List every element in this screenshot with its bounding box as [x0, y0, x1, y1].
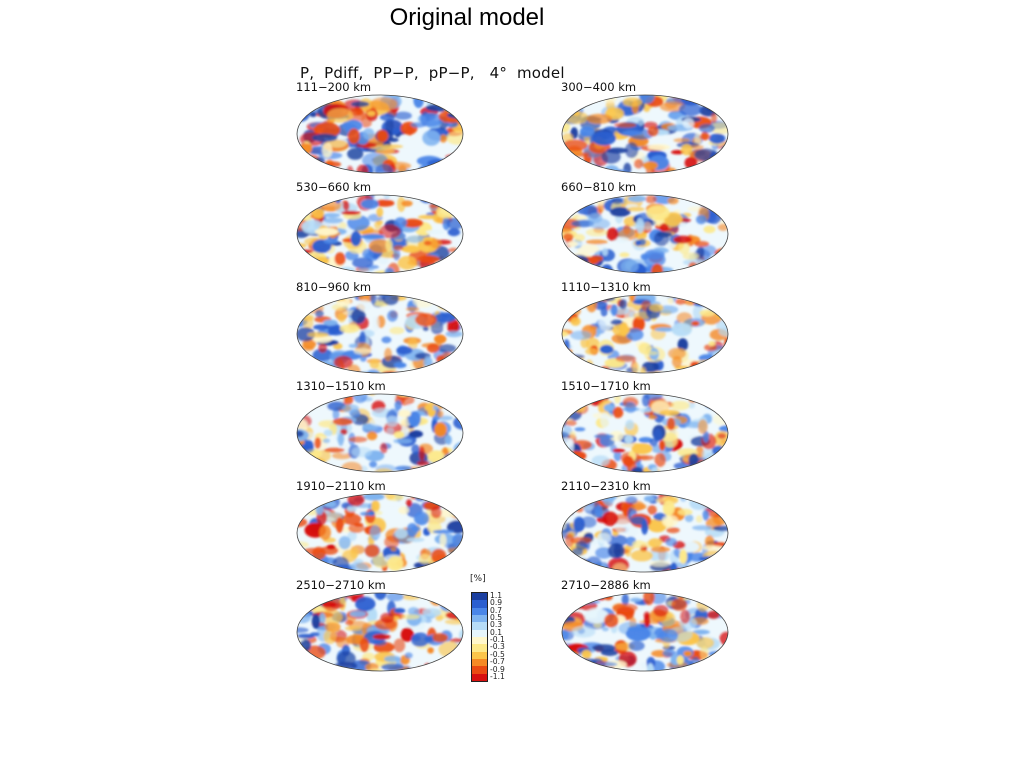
mollweide-map [561, 493, 729, 573]
depth-range-label: 111−200 km [296, 80, 372, 94]
mollweide-map [561, 592, 729, 672]
colorbar-tick-label: -0.7 [490, 657, 505, 667]
colorbar-tick-label: 0.9 [490, 598, 503, 608]
colorbar-swatch [472, 666, 487, 674]
depth-slice-panel: 660−810 km [561, 180, 733, 275]
mollweide-map [296, 294, 464, 374]
depth-range-label: 660−810 km [561, 180, 637, 194]
depth-range-label: 2110−2310 km [561, 479, 651, 493]
colorbar-unit: [%] [470, 574, 486, 584]
depth-range-label: 1310−1510 km [296, 379, 386, 393]
colorbar-tick-label: 0.1 [490, 627, 503, 637]
mollweide-map [561, 194, 729, 274]
depth-range-label: 2710−2886 km [561, 578, 651, 592]
depth-slice-panel: 2510−2710 km [296, 578, 468, 673]
colorbar-swatch [472, 614, 487, 623]
colorbar-tick-label: -1.1 [490, 671, 505, 681]
colorbar-swatch [472, 644, 487, 652]
colorbar [471, 592, 488, 682]
depth-slice-panel: 810−960 km [296, 280, 468, 375]
colorbar-tick-label: -0.5 [490, 649, 505, 659]
mollweide-map [561, 294, 729, 374]
colorbar-swatch [472, 622, 487, 630]
mollweide-map [296, 393, 464, 473]
colorbar-swatch [472, 600, 487, 608]
colorbar-swatch [472, 607, 487, 615]
depth-slice-panel: 2110−2310 km [561, 479, 733, 574]
mollweide-map [296, 94, 464, 174]
mollweide-map [296, 592, 464, 672]
colorbar-swatch [472, 651, 487, 659]
colorbar-tick-label: 1.1 [490, 591, 503, 600]
colorbar-swatch [472, 673, 487, 681]
depth-range-label: 1910−2110 km [296, 479, 386, 493]
depth-slice-panel: 1910−2110 km [296, 479, 468, 574]
slide-title: Original model [389, 4, 545, 31]
figure-title: P, Pdiff, PP−P, pP−P, 4° model [300, 64, 565, 82]
colorbar-tick-label: -0.9 [490, 664, 505, 674]
depth-slice-panel: 111−200 km [296, 80, 468, 175]
depth-slice-panel: 300−400 km [561, 80, 733, 175]
depth-range-label: 810−960 km [296, 280, 372, 294]
colorbar-tick-label: 0.3 [490, 620, 503, 630]
depth-slice-panel: 1310−1510 km [296, 379, 468, 474]
depth-range-label: 1510−1710 km [561, 379, 651, 393]
colorbar-tick-label: 0.5 [490, 613, 503, 623]
colorbar-swatch [472, 593, 487, 601]
depth-slice-panel: 530−660 km [296, 180, 468, 275]
depth-range-label: 530−660 km [296, 180, 372, 194]
colorbar-tick-label: -0.1 [490, 635, 505, 645]
colorbar-swatch [472, 658, 487, 667]
depth-slice-panel: 1510−1710 km [561, 379, 733, 474]
colorbar-swatch [472, 629, 487, 637]
mollweide-map [296, 194, 464, 274]
mollweide-map [296, 493, 464, 573]
colorbar-swatch [472, 636, 487, 645]
colorbar-tick-label: 0.7 [490, 605, 503, 615]
depth-range-label: 1110−1310 km [561, 280, 651, 294]
mollweide-map [561, 393, 729, 473]
depth-range-label: 2510−2710 km [296, 578, 386, 592]
colorbar-tick-label: -0.3 [490, 642, 505, 652]
depth-range-label: 300−400 km [561, 80, 637, 94]
depth-slice-panel: 2710−2886 km [561, 578, 733, 673]
mollweide-map [561, 94, 729, 174]
depth-slice-panel: 1110−1310 km [561, 280, 733, 375]
colorbar-legend: [%] 1.1 0.9 0.7 0.5 0.3 0.1 -0.1 -0.3 -0.5 -0.7 -0… [468, 574, 528, 684]
